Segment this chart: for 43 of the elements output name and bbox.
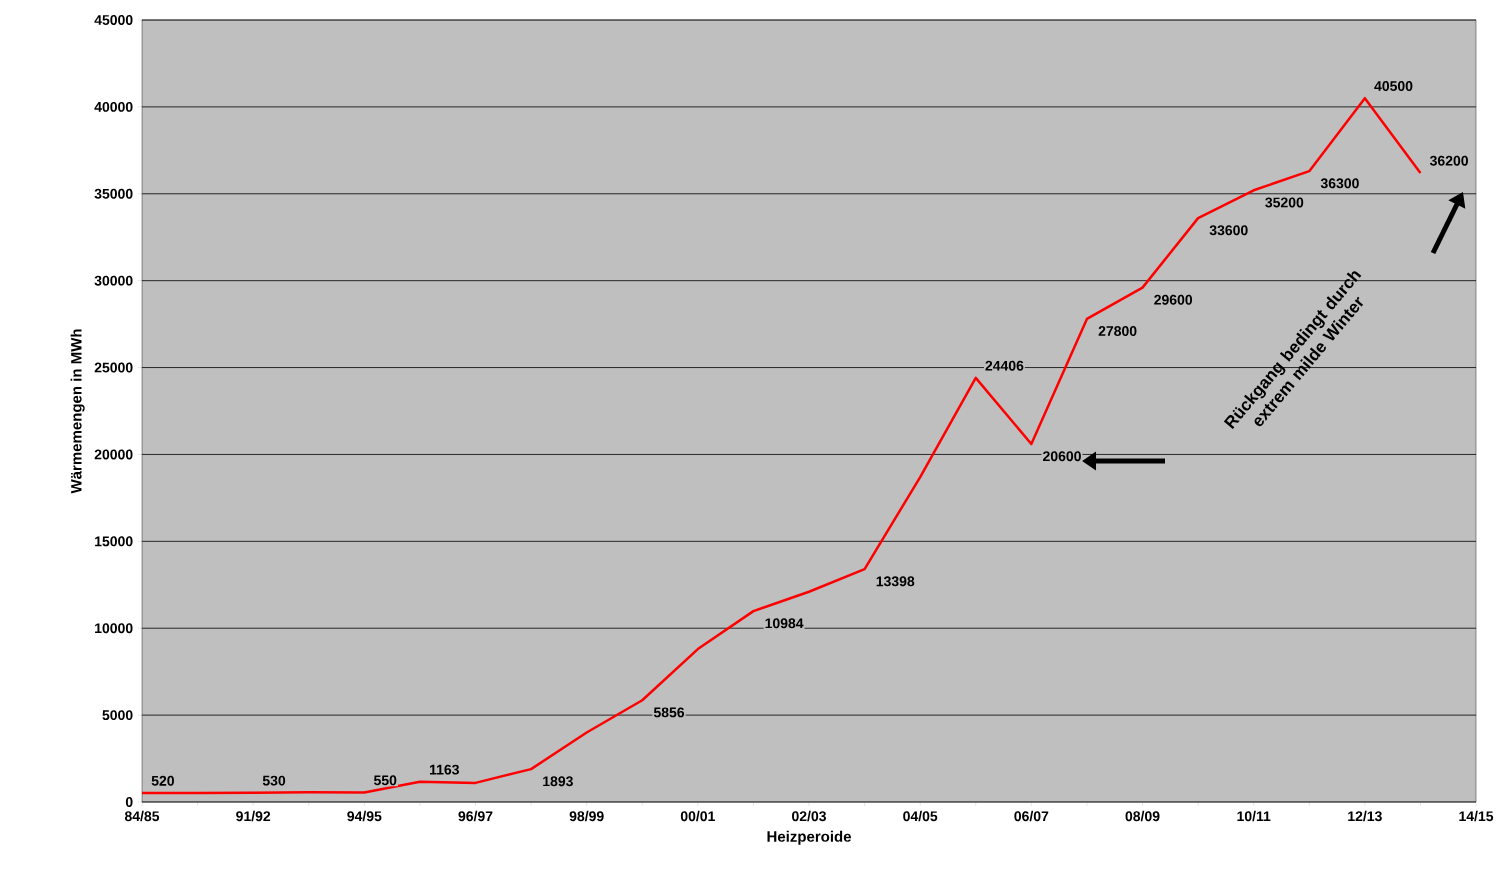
x-tick-label: 04/05 xyxy=(903,810,938,822)
data-label: 36200 xyxy=(1429,155,1468,166)
x-tick-label: 12/13 xyxy=(1348,810,1382,822)
data-label: 24406 xyxy=(985,360,1024,371)
data-label: 13398 xyxy=(876,576,915,587)
y-tick-label: 5000 xyxy=(102,710,133,721)
x-tick-label: 98/99 xyxy=(569,810,604,822)
data-label: 35200 xyxy=(1265,197,1304,208)
data-label: 530 xyxy=(262,775,286,786)
x-tick-label: 84/85 xyxy=(124,810,160,822)
x-tick-label: 94/95 xyxy=(347,810,382,822)
data-label: 40500 xyxy=(1374,81,1413,91)
x-tick-label: 08/09 xyxy=(1125,810,1160,822)
data-label: 27800 xyxy=(1098,326,1137,337)
y-tick-label: 10000 xyxy=(95,623,133,634)
x-axis-title: Heizperoide xyxy=(767,830,851,845)
x-tick-label: 06/07 xyxy=(1014,810,1049,822)
data-label: 20600 xyxy=(1043,451,1081,462)
data-label: 29600 xyxy=(1154,294,1193,305)
y-tick-label: 30000 xyxy=(94,275,133,286)
data-label: 1163 xyxy=(430,764,459,775)
y-tick-label: 25000 xyxy=(94,362,133,373)
y-tick-label: 0 xyxy=(125,797,133,807)
y-tick-label: 40000 xyxy=(94,101,133,112)
data-label: 5856 xyxy=(653,707,685,718)
y-tick-label: 45000 xyxy=(94,15,133,25)
y-tick-label: 15000 xyxy=(95,536,133,547)
x-tick-label: 00/01 xyxy=(680,810,715,822)
data-label: 10984 xyxy=(765,618,804,629)
x-tick-label: 02/03 xyxy=(792,810,827,822)
x-tick-label: 91/92 xyxy=(236,810,271,822)
data-label: 33600 xyxy=(1209,225,1248,236)
data-label: 1893 xyxy=(543,776,573,787)
x-tick-label: 96/97 xyxy=(458,810,493,822)
line-series xyxy=(140,96,1422,795)
y-axis-title: Wärmemengen in MWh xyxy=(70,329,85,494)
y-tick-label: 20000 xyxy=(94,449,133,460)
x-tick-label: 10/11 xyxy=(1237,810,1271,822)
y-tick-label: 35000 xyxy=(94,188,133,199)
data-label: 36300 xyxy=(1320,178,1359,189)
x-tick-label: 14/15 xyxy=(1459,810,1494,822)
data-label: 520 xyxy=(151,775,174,786)
data-label: 550 xyxy=(373,775,397,786)
